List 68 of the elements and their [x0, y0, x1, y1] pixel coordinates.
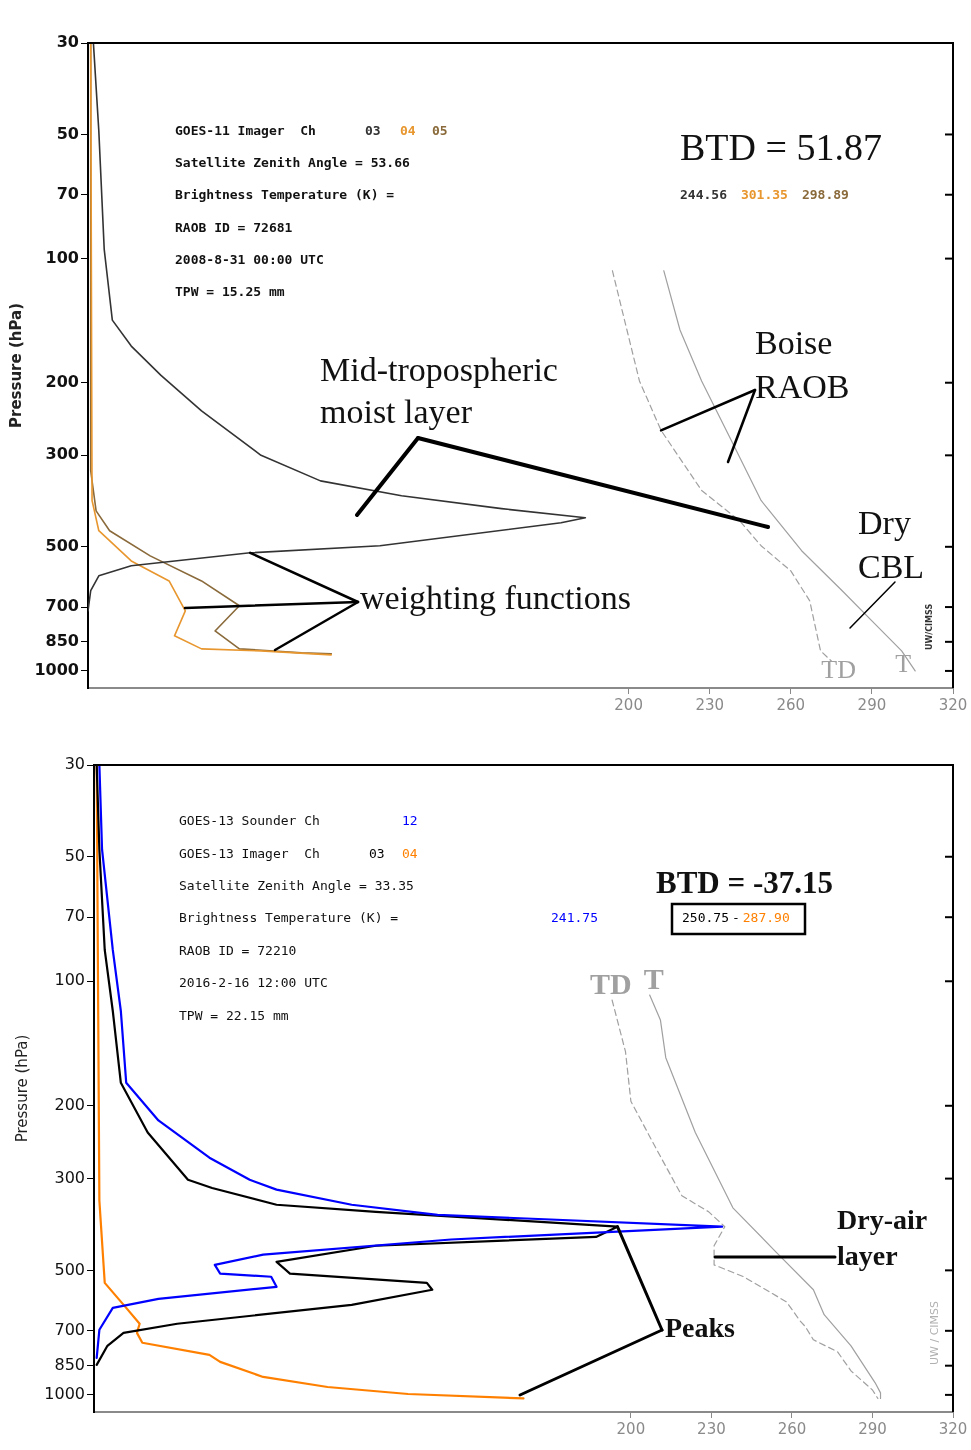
- annotation: Dry-air layer: [837, 1204, 928, 1272]
- x-tick-label: 230: [697, 1419, 726, 1438]
- annotation: 2008-8-31 00:00 UTC: [175, 252, 324, 268]
- x-tick-label: 290: [858, 1419, 887, 1438]
- y-tick-label: 700: [45, 596, 79, 616]
- text: 12: [402, 813, 418, 829]
- y-tick-label: 70: [56, 183, 79, 203]
- annotation: Satellite Zenith Angle = 33.35: [179, 878, 414, 894]
- annotation: TPW = 22.15 mm: [179, 1008, 289, 1024]
- y-tick-label: 50: [64, 845, 85, 865]
- x-tick-label: 260: [776, 695, 806, 714]
- series-label: T: [643, 961, 664, 995]
- annotation: BTD = -37.15: [656, 865, 833, 901]
- annotation: GOES-13 Sounder Ch: [179, 813, 320, 829]
- series-label: T: [895, 648, 912, 678]
- x-tick-label: 290: [857, 695, 887, 714]
- series-label: TD: [590, 966, 632, 1000]
- y-tick-label: 1000: [34, 660, 79, 680]
- annotation: UW / CIMSS: [927, 1300, 941, 1365]
- x-tick-label: 200: [614, 695, 643, 714]
- x-tick-label: 230: [695, 695, 725, 714]
- series-label: TD: [821, 654, 857, 684]
- y-tick-label: 70: [64, 906, 85, 926]
- y-tick-label: 100: [45, 247, 79, 267]
- x-tick-label: 320: [938, 695, 968, 714]
- y-tick-label: 300: [54, 1167, 85, 1187]
- annotation: 2016-2-16 12:00 UTC: [179, 975, 328, 991]
- x-tick-label: 320: [938, 1419, 968, 1438]
- text: 03: [369, 846, 385, 862]
- y-axis-title: Pressure (hPa): [12, 1034, 31, 1143]
- annotation: 250.75 - 287.90: [682, 910, 790, 926]
- annotation: 244.56 301.35 298.89: [680, 187, 849, 203]
- annotation: weighting functions: [360, 578, 632, 616]
- y-axis-title: Pressure (hPa): [6, 303, 25, 428]
- annotation: RAOB ID = 72681: [175, 220, 293, 236]
- y-tick-label: 50: [56, 123, 79, 143]
- y-tick-label: 100: [54, 970, 85, 990]
- y-tick-label: 200: [45, 371, 79, 391]
- y-tick-label: 700: [54, 1319, 85, 1339]
- annotation: GOES-11 Imager Ch: [175, 123, 316, 139]
- annotation: Mid-tropospheric moist layer: [320, 350, 558, 430]
- annotation: Dry CBL: [858, 503, 925, 585]
- annotation: UW/CIMSS: [925, 603, 935, 650]
- y-tick-label: 850: [54, 1354, 85, 1374]
- y-tick-label: 500: [45, 535, 79, 555]
- annotation: Brightness Temperature (K) =: [179, 910, 399, 926]
- annotation: Peaks: [665, 1312, 736, 1344]
- y-tick-label: 300: [45, 444, 79, 464]
- text: 04: [402, 846, 418, 862]
- annotation: TPW = 15.25 mm: [175, 284, 285, 300]
- annotation: Satellite Zenith Angle = 53.66: [175, 155, 410, 171]
- text: 04: [400, 123, 416, 139]
- annotation: RAOB ID = 72210: [179, 943, 297, 959]
- y-tick-label: 30: [56, 32, 79, 52]
- annotation: BTD = 51.87: [680, 125, 882, 168]
- annotation: GOES-13 Imager Ch: [179, 846, 320, 862]
- y-tick-label: 850: [45, 630, 79, 650]
- y-tick-label: 200: [54, 1094, 85, 1114]
- annotation: Brightness Temperature (K) =: [175, 187, 395, 203]
- y-tick-label: 1000: [44, 1384, 85, 1404]
- y-tick-label: 30: [64, 754, 85, 774]
- x-tick-label: 200: [616, 1419, 646, 1438]
- annotation: 241.75: [551, 910, 598, 926]
- y-tick-label: 500: [54, 1259, 85, 1279]
- text: 05: [432, 123, 448, 139]
- annotation: Boise RAOB: [755, 323, 850, 405]
- x-tick-label: 260: [777, 1419, 807, 1438]
- text: 03: [365, 123, 381, 139]
